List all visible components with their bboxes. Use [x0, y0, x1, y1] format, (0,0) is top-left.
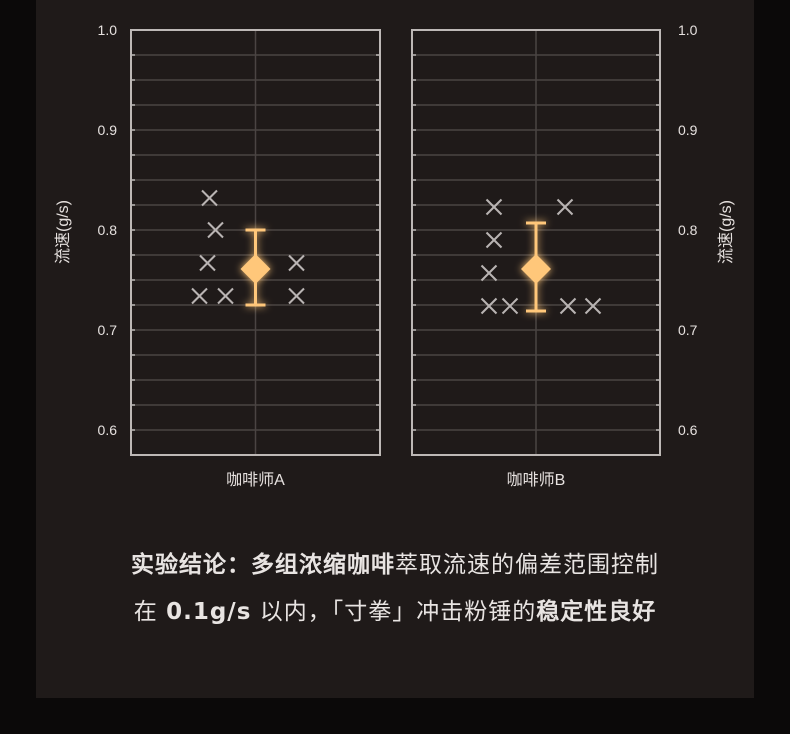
- x-stroke: [288, 254, 305, 272]
- conclusion-text: 萃取流速的偏差范围控制: [395, 552, 659, 578]
- x-stroke: [480, 297, 498, 315]
- y-tick-label: 0.9: [98, 122, 118, 138]
- plot-frame: [411, 29, 661, 456]
- error-bar: [521, 221, 551, 313]
- y-tick-label: 0.6: [678, 422, 698, 438]
- y-tick-label: 0.7: [98, 322, 118, 338]
- data-point-x-marker: [288, 287, 305, 305]
- conclusion-text: 在: [133, 599, 167, 625]
- data-point-x-marker: [199, 254, 216, 272]
- conclusion-bold: 0.1g/s: [166, 599, 252, 625]
- y-tick-label: 0.8: [98, 222, 118, 238]
- x-stroke: [501, 297, 519, 315]
- x-stroke: [207, 221, 224, 239]
- panel-b: 1.0 0.9 0.8 0.7 0.6 流速(g/s) 咖啡师B: [411, 22, 735, 489]
- chart-svg: 1.0 0.9 0.8 0.7 0.6 流速(g/s) 咖啡师A 1.0 0.9 0.8 0.7 0.…: [54, 22, 735, 489]
- data-point-x-marker: [207, 221, 224, 239]
- data-point-x-marker: [191, 287, 208, 305]
- plot-frame: [130, 29, 381, 456]
- data-point-x-marker: [485, 198, 503, 216]
- data-point-x-marker: [288, 254, 305, 272]
- chart-card: [36, 0, 754, 698]
- data-point-x-marker: [480, 297, 498, 315]
- y-tick-label: 0.7: [678, 322, 698, 338]
- mean-diamond-marker: [521, 254, 551, 284]
- y-axis-label: 流速(g/s): [54, 200, 72, 264]
- data-point-x-marker: [485, 231, 503, 249]
- data-point-x-marker: [217, 287, 234, 305]
- x-stroke: [584, 297, 602, 315]
- x-stroke: [217, 287, 234, 305]
- y-tick-label: 0.6: [98, 422, 118, 438]
- data-point-x-marker: [501, 297, 519, 315]
- mean-diamond-marker: [240, 254, 271, 284]
- y-tick-label: 0.8: [678, 222, 698, 238]
- data-point-x-marker: [556, 198, 574, 216]
- x-stroke: [199, 254, 216, 272]
- x-stroke: [288, 287, 305, 305]
- data-point-x-marker: [201, 189, 218, 207]
- y-tick-label: 1.0: [678, 22, 698, 38]
- x-stroke: [480, 264, 498, 282]
- error-bar: [240, 228, 271, 307]
- y-tick-label: 0.9: [678, 122, 698, 138]
- data-point-x-marker: [584, 297, 602, 315]
- x-category-label: 咖啡师A: [226, 471, 285, 489]
- y-tick-label: 1.0: [98, 22, 118, 38]
- conclusion-bold: 实验结论：多组浓缩咖啡: [131, 552, 395, 578]
- conclusion-line-1: 实验结论：多组浓缩咖啡萃取流速的偏差范围控制: [0, 545, 790, 579]
- x-stroke: [556, 198, 574, 216]
- x-stroke: [485, 198, 503, 216]
- data-point-x-marker: [480, 264, 498, 282]
- conclusion-line-2: 在 0.1g/s 以内，「寸拳」冲击粉锤的稳定性良好: [0, 592, 790, 626]
- conclusion-bold: 稳定性良好: [536, 599, 657, 625]
- x-stroke: [201, 189, 218, 207]
- y-axis-label: 流速(g/s): [717, 200, 735, 264]
- data-point-x-marker: [559, 297, 577, 315]
- x-stroke: [191, 287, 208, 305]
- panel-a: 1.0 0.9 0.8 0.7 0.6 流速(g/s) 咖啡师A: [54, 22, 381, 489]
- x-stroke: [559, 297, 577, 315]
- x-stroke: [485, 231, 503, 249]
- conclusion-text: 以内，「寸拳」冲击粉锤的: [251, 599, 537, 625]
- x-category-label: 咖啡师B: [507, 471, 566, 489]
